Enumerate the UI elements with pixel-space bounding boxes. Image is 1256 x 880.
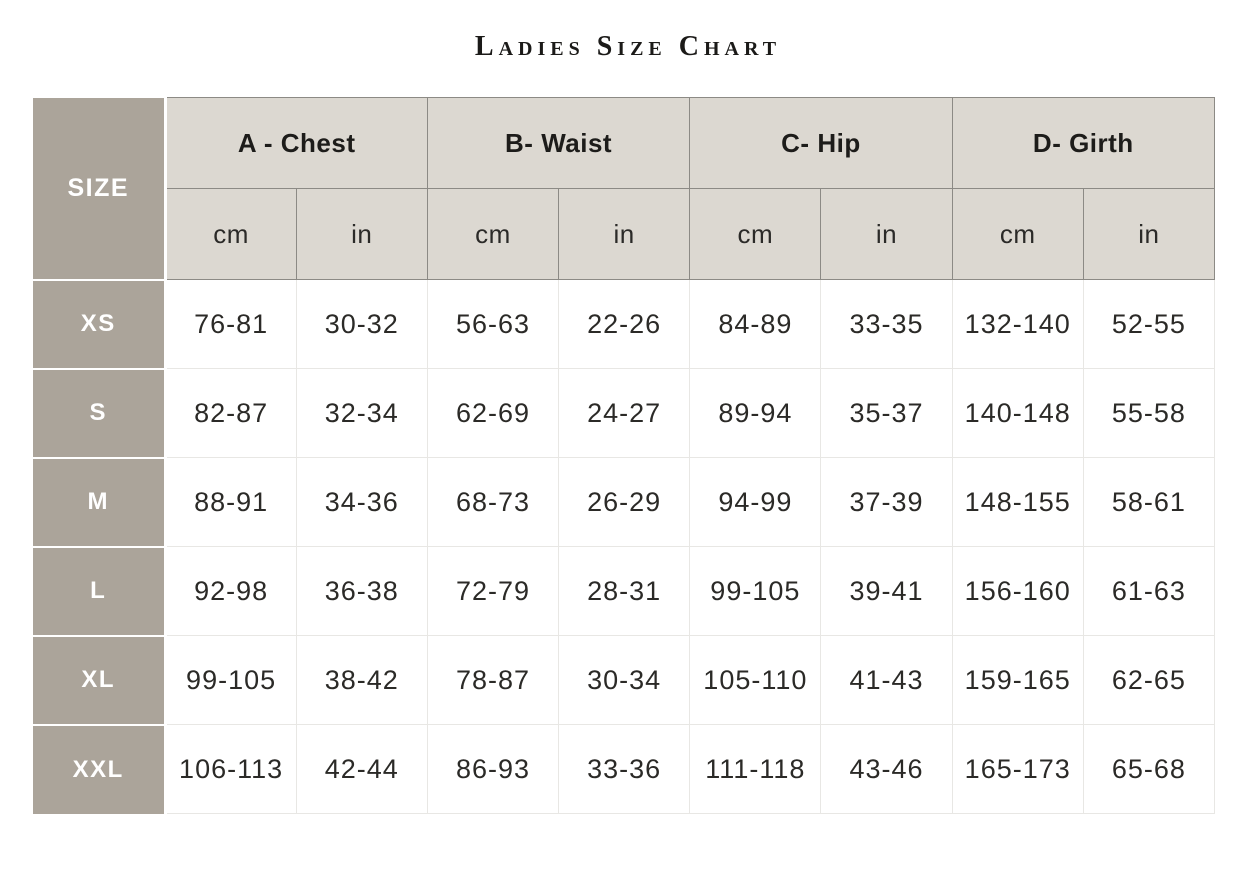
table-row-m: M 88-91 34-36 68-73 26-29 94-99 37-39 148-155 58… bbox=[33, 456, 1216, 547]
measurement-cell: 24-27 bbox=[558, 368, 691, 458]
size-label-xl: XL bbox=[33, 634, 167, 725]
measurement-cell: 105-110 bbox=[689, 635, 822, 725]
size-label-s: S bbox=[33, 367, 167, 458]
measurement-cell: 62-69 bbox=[426, 368, 560, 458]
measurement-cell: 56-63 bbox=[426, 279, 560, 369]
unit-header-c-hip-cm: cm bbox=[689, 188, 822, 280]
measurement-cell: 111-118 bbox=[689, 724, 822, 814]
measurement-cell: 86-93 bbox=[426, 724, 560, 814]
measurement-cell: 72-79 bbox=[426, 546, 560, 636]
table-row-xxl: XXL 106-113 42-44 86-93 33-36 111-118 43-46 165… bbox=[33, 723, 1216, 814]
measurement-cell: 35-37 bbox=[820, 368, 953, 458]
table-row-xs: XS 76-81 30-32 56-63 22-26 84-89 33-35 132-140 5… bbox=[33, 278, 1216, 369]
group-header-row: SIZE A - Chest B- Waist C- Hip D- Girth bbox=[33, 97, 1216, 280]
group-header-a-chest: A - Chest bbox=[164, 97, 428, 189]
measurement-cell: 55-58 bbox=[1082, 368, 1216, 458]
measurement-cell: 78-87 bbox=[426, 635, 560, 725]
measurement-cell: 43-46 bbox=[820, 724, 953, 814]
unit-header-c-hip-in: in bbox=[820, 188, 953, 280]
measurement-cell: 26-29 bbox=[558, 457, 691, 547]
measurement-cell: 68-73 bbox=[426, 457, 560, 547]
table-body: XS 76-81 30-32 56-63 22-26 84-89 33-35 132-140 5… bbox=[33, 278, 1216, 814]
measurement-cell: 33-36 bbox=[558, 724, 691, 814]
table-row-xl: XL 99-105 38-42 78-87 30-34 105-110 41-43 159-1… bbox=[33, 634, 1216, 725]
measurement-cell: 82-87 bbox=[164, 368, 297, 458]
measurement-cell: 62-65 bbox=[1082, 635, 1216, 725]
size-label-l: L bbox=[33, 545, 167, 636]
measurement-cell: 99-105 bbox=[164, 635, 297, 725]
unit-header-b-waist-in: in bbox=[558, 188, 691, 280]
table-row-l: L 92-98 36-38 72-79 28-31 99-105 39-41 156-160 6… bbox=[33, 545, 1216, 636]
measurement-cell: 38-42 bbox=[295, 635, 428, 725]
unit-header-d-girth-in: in bbox=[1082, 188, 1216, 280]
measurement-cell: 36-38 bbox=[295, 546, 428, 636]
unit-header-d-girth-cm: cm bbox=[951, 188, 1084, 280]
measurement-cell: 39-41 bbox=[820, 546, 953, 636]
measurement-cell: 148-155 bbox=[951, 457, 1084, 547]
measurement-cell: 132-140 bbox=[951, 279, 1084, 369]
unit-header-b-waist-cm: cm bbox=[426, 188, 560, 280]
measurement-cell: 52-55 bbox=[1082, 279, 1216, 369]
measurement-cell: 58-61 bbox=[1082, 457, 1216, 547]
measurement-cell: 88-91 bbox=[164, 457, 297, 547]
group-header-b-waist: B- Waist bbox=[426, 97, 691, 189]
group-header-d-girth: D- Girth bbox=[951, 97, 1216, 189]
measurement-cell: 159-165 bbox=[951, 635, 1084, 725]
measurement-cell: 32-34 bbox=[295, 368, 428, 458]
size-label-xs: XS bbox=[33, 278, 167, 369]
measurement-cell: 76-81 bbox=[164, 279, 297, 369]
size-column-header: SIZE bbox=[33, 97, 167, 280]
table-header: SIZE A - Chest B- Waist C- Hip D- Girth cm i… bbox=[33, 97, 1216, 280]
page-title: Ladies Size Chart bbox=[474, 31, 782, 62]
group-header-c-hip: C- Hip bbox=[689, 97, 953, 189]
measurement-cell: 165-173 bbox=[951, 724, 1084, 814]
unit-header-a-chest-cm: cm bbox=[164, 188, 297, 280]
measurement-cell: 34-36 bbox=[295, 457, 428, 547]
measurement-cell: 140-148 bbox=[951, 368, 1084, 458]
size-chart-table: SIZE A - Chest B- Waist C- Hip D- Girth cm i… bbox=[33, 97, 1216, 814]
measurement-cell: 28-31 bbox=[558, 546, 691, 636]
measurement-cell: 30-32 bbox=[295, 279, 428, 369]
measurement-cell: 61-63 bbox=[1082, 546, 1216, 636]
measurement-cell: 41-43 bbox=[820, 635, 953, 725]
measurement-cell: 89-94 bbox=[689, 368, 822, 458]
measurement-cell: 42-44 bbox=[295, 724, 428, 814]
size-label-m: M bbox=[33, 456, 167, 547]
measurement-cell: 33-35 bbox=[820, 279, 953, 369]
measurement-cell: 22-26 bbox=[558, 279, 691, 369]
measurement-cell: 37-39 bbox=[820, 457, 953, 547]
table-row-s: S 82-87 32-34 62-69 24-27 89-94 35-37 140-148 55… bbox=[33, 367, 1216, 458]
measurement-cell: 99-105 bbox=[689, 546, 822, 636]
measurement-cell: 92-98 bbox=[164, 546, 297, 636]
measurement-cell: 30-34 bbox=[558, 635, 691, 725]
measurement-cell: 106-113 bbox=[164, 724, 297, 814]
measurement-cell: 65-68 bbox=[1082, 724, 1216, 814]
size-label-xxl: XXL bbox=[33, 723, 167, 814]
measurement-cell: 156-160 bbox=[951, 546, 1084, 636]
unit-header-row: cm in cm in cm in cm in bbox=[33, 188, 1216, 280]
unit-header-a-chest-in: in bbox=[295, 188, 428, 280]
measurement-cell: 84-89 bbox=[689, 279, 822, 369]
measurement-cell: 94-99 bbox=[689, 457, 822, 547]
